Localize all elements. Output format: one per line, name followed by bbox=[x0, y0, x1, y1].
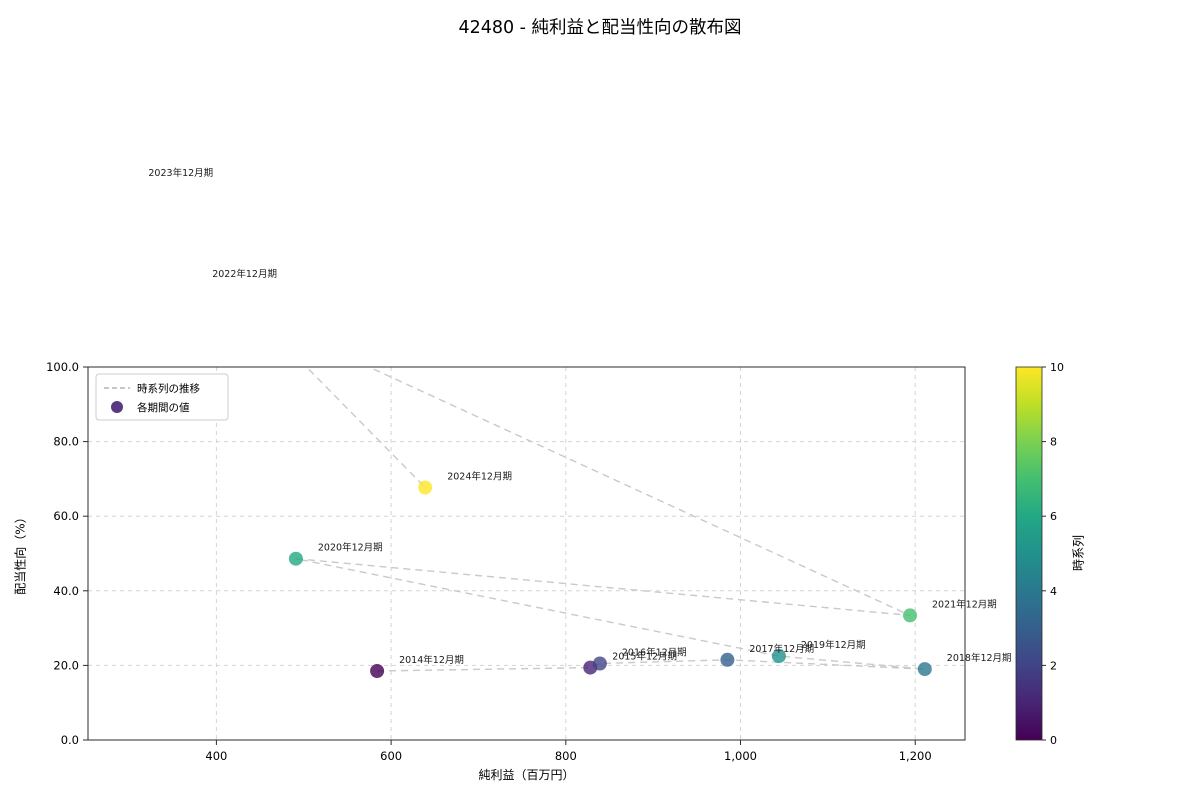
point-label: 2020年12月期 bbox=[318, 542, 383, 554]
data-point bbox=[592, 656, 607, 671]
y-tick-label: 40.0 bbox=[53, 584, 79, 598]
legend-dot-icon bbox=[111, 401, 123, 413]
colorbar-tick-label: 2 bbox=[1050, 659, 1057, 672]
x-axis-ticks: 400 600 800 1,000 1,200 bbox=[205, 740, 932, 763]
y-tick-label: 20.0 bbox=[53, 658, 79, 672]
legend-box bbox=[95, 373, 229, 421]
y-tick-label: 60.0 bbox=[53, 509, 79, 523]
data-point bbox=[119, 177, 133, 191]
point-label: 2024年12月期 bbox=[447, 471, 512, 483]
x-tick-label: 400 bbox=[205, 749, 227, 763]
x-tick-label: 800 bbox=[555, 749, 577, 763]
point-label: 2023年12月期 bbox=[148, 167, 213, 179]
point-label: 2022年12月期 bbox=[212, 268, 277, 280]
point-label: 2015年12月期 bbox=[612, 651, 677, 663]
point-label: 2017年12月期 bbox=[749, 643, 814, 655]
point-label: 2021年12月期 bbox=[932, 598, 997, 610]
data-points bbox=[119, 177, 932, 678]
x-tick-label: 1,200 bbox=[899, 749, 932, 763]
colorbar-tick-label: 8 bbox=[1050, 436, 1057, 449]
point-label: 2016年12月期 bbox=[622, 647, 687, 659]
x-tick-label: 1,000 bbox=[724, 749, 757, 763]
colorbar-gradient bbox=[1015, 366, 1043, 741]
chart-title: 42480 - 純利益と配当性向の散布図 bbox=[458, 18, 742, 38]
point-label: 2019年12月期 bbox=[801, 639, 866, 651]
colorbar: 0 2 4 6 8 10 bbox=[1015, 361, 1064, 747]
y-axis-label: 配当性向（%） bbox=[13, 511, 28, 595]
data-point bbox=[771, 649, 786, 664]
point-label: 2014年12月期 bbox=[399, 654, 464, 666]
data-point bbox=[917, 662, 932, 677]
colorbar-tick-label: 0 bbox=[1050, 734, 1057, 747]
colorbar-tick-label: 4 bbox=[1050, 585, 1057, 598]
x-tick-label: 600 bbox=[380, 749, 402, 763]
legend-item-label: 時系列の推移 bbox=[137, 382, 200, 395]
y-tick-label: 0.0 bbox=[61, 733, 79, 747]
y-tick-label: 100.0 bbox=[46, 360, 79, 374]
data-point bbox=[183, 278, 197, 292]
data-point bbox=[288, 551, 303, 566]
axes-frame bbox=[87, 366, 966, 741]
colorbar-tick-label: 10 bbox=[1050, 361, 1064, 374]
point-label: 2018年12月期 bbox=[947, 652, 1012, 664]
legend-item-label: 各期間の値 bbox=[137, 401, 190, 414]
grid-lines bbox=[88, 366, 965, 741]
y-axis-ticks: 0.0 20.0 40.0 60.0 80.0 100.0 bbox=[46, 360, 88, 747]
data-point bbox=[720, 652, 735, 667]
data-point bbox=[418, 480, 433, 495]
colorbar-tick-label: 6 bbox=[1050, 510, 1057, 523]
x-axis-label: 純利益（百万円） bbox=[478, 768, 575, 782]
y-tick-label: 80.0 bbox=[53, 435, 79, 449]
data-point bbox=[903, 608, 917, 623]
colorbar-label: 時系列 bbox=[1071, 534, 1086, 572]
data-point bbox=[370, 664, 385, 678]
trend-line bbox=[295, 367, 925, 672]
